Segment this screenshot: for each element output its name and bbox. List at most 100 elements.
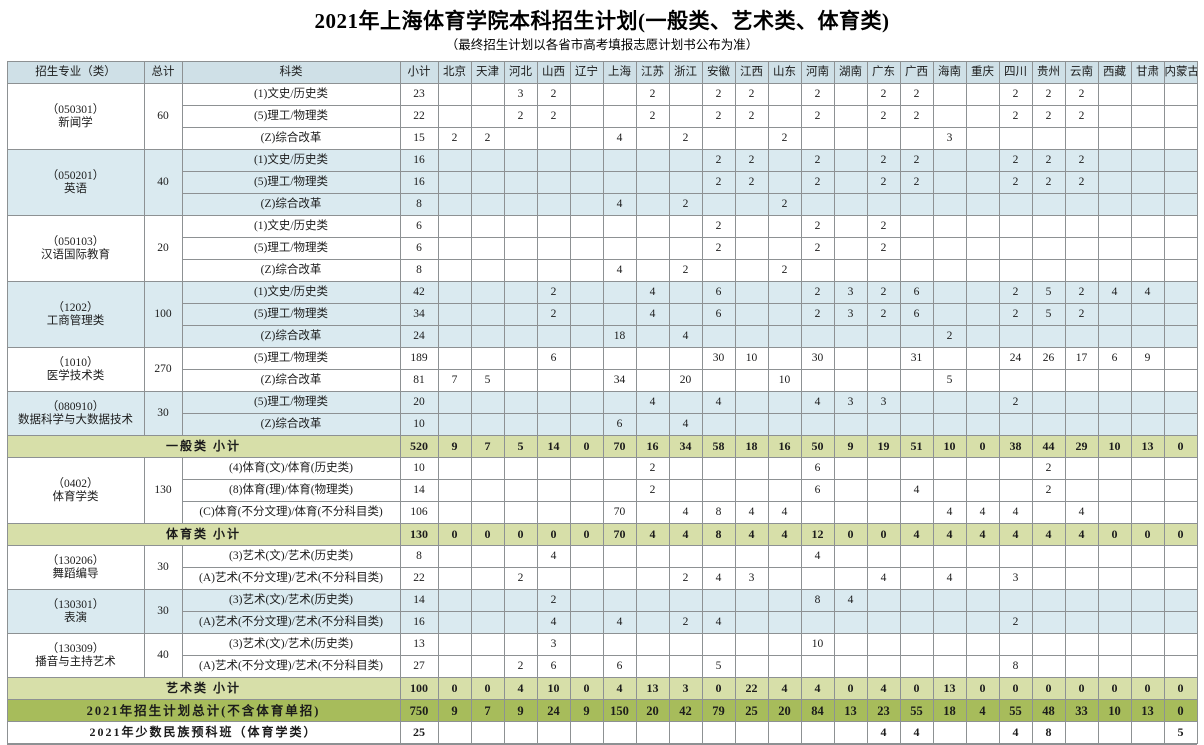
data-cell [965, 545, 1000, 569]
data-cell [503, 369, 538, 393]
data-cell: 2 [1031, 479, 1066, 503]
kelei-cell: (5)理工/物理类 [181, 171, 401, 195]
data-cell [1031, 413, 1066, 437]
data-cell [965, 127, 1000, 151]
data-cell [1163, 501, 1198, 525]
data-cell: 7 [437, 369, 472, 393]
data-cell: 2 [536, 105, 571, 129]
data-cell [1130, 303, 1165, 327]
data-cell [866, 545, 901, 569]
data-cell: 4 [866, 567, 901, 591]
table-row: (5)理工/物理类 16 2 2 2 2 2 2 2 2 [7, 171, 1198, 195]
table-row: (A)艺术(不分文理)/艺术(不分科目类) 27 2 6 6 5 8 [7, 655, 1198, 679]
data-cell [1064, 567, 1099, 591]
data-cell [899, 325, 934, 349]
data-cell [1097, 567, 1132, 591]
table-row: (Z)综合改革 10 6 4 [7, 413, 1198, 437]
data-cell [503, 127, 538, 151]
subtotal-cell: 10 [399, 413, 439, 437]
subtotal-cell: 106 [399, 501, 439, 525]
header-row: 招生专业（类） 总计 科类 小计 北京 天津 河北 山西 辽宁 上海 江苏 浙江 安徽 江西 山东河… [6, 61, 1198, 85]
data-cell: 6 [701, 281, 736, 305]
data-cell [998, 259, 1033, 283]
data-cell [1064, 721, 1099, 745]
data-cell: 5 [1031, 281, 1066, 305]
data-cell: 2 [1031, 171, 1066, 195]
table-row: (Z)综合改革 8 4 2 2 [7, 259, 1198, 283]
data-cell [965, 369, 1000, 393]
data-cell [437, 171, 472, 195]
data-cell [899, 655, 934, 679]
data-cell: 22 [734, 677, 769, 701]
table-row: （130309） 播音与主持艺术 40 (3)艺术(文)/艺术(历史类) 13 3 10 [6, 633, 1198, 679]
data-cell [1130, 193, 1165, 217]
data-cell [1130, 721, 1165, 745]
table-row: （1202） 工商管理类 100 (1)文史/历史类 42 2 4 6 2 3 2 6 2 5 2 4 4 [6, 281, 1198, 349]
data-cell: 6 [602, 655, 637, 679]
data-cell [437, 391, 472, 415]
header-province: 山西 [536, 61, 571, 85]
major-total: 40 [143, 633, 183, 679]
data-cell [503, 479, 538, 503]
data-cell [1031, 611, 1066, 635]
data-cell [635, 611, 670, 635]
data-cell [965, 105, 1000, 129]
data-cell [1130, 655, 1165, 679]
data-cell [536, 567, 571, 591]
data-cell [569, 347, 604, 371]
data-cell [866, 611, 901, 635]
data-cell [437, 325, 472, 349]
data-cell [932, 413, 967, 437]
kelei-cell: (5)理工/物理类 [181, 237, 401, 261]
data-cell: 2 [734, 83, 769, 107]
data-cell: 4 [635, 523, 670, 547]
data-cell [536, 215, 571, 239]
subtotal-cell: 8 [399, 545, 439, 569]
data-cell: 4 [1064, 523, 1099, 547]
data-cell [1064, 589, 1099, 613]
data-cell [932, 281, 967, 305]
data-cell: 4 [701, 391, 736, 415]
data-cell [635, 545, 670, 569]
data-cell: 79 [701, 699, 736, 723]
data-cell: 4 [932, 523, 967, 547]
data-cell: 2 [767, 127, 802, 151]
data-cell [965, 391, 1000, 415]
data-cell [833, 721, 868, 745]
header-province: 广西 [899, 61, 934, 85]
data-cell [1163, 545, 1198, 569]
kelei-cell: (5)理工/物理类 [181, 105, 401, 129]
data-cell: 2 [635, 105, 670, 129]
data-cell: 58 [701, 435, 736, 459]
data-cell [701, 721, 736, 745]
data-cell [965, 347, 1000, 371]
subtotal-cell: 189 [399, 347, 439, 371]
data-cell [1130, 457, 1165, 481]
data-cell [668, 545, 703, 569]
major-code: （130301） [46, 598, 105, 611]
data-cell [899, 545, 934, 569]
header-province: 广东 [866, 61, 901, 85]
data-cell: 0 [437, 677, 472, 701]
table-row: （050301） 新闻学 60 (1)文史/历史类 23 3 2 2 2 2 2 2 2 2 2 2 [6, 83, 1198, 151]
data-cell [668, 479, 703, 503]
data-cell [701, 633, 736, 657]
data-cell [668, 105, 703, 129]
data-cell: 20 [767, 699, 802, 723]
header-kelei: 科类 [181, 61, 401, 85]
subtotal-general-row: 一般类 小计 520 9 7 5 14 0 70 16 34 58 18 16 50 9 19 51 10 0 38 4… [6, 435, 1198, 459]
pre-class-row: 2021年少数民族预科班（体育学类） 25 4 4 4 8 5 [6, 721, 1198, 745]
data-cell [833, 567, 868, 591]
data-cell [437, 721, 472, 745]
data-cell [602, 545, 637, 569]
subtotal-cell: 81 [399, 369, 439, 393]
header-province: 西藏 [1097, 61, 1132, 85]
data-cell: 0 [965, 677, 1000, 701]
table-row: (A)艺术(不分文理)/艺术(不分科目类) 16 4 4 2 4 2 [7, 611, 1198, 635]
data-cell [470, 149, 505, 173]
data-cell: 3 [536, 633, 571, 657]
data-cell [635, 501, 670, 525]
data-cell: 13 [635, 677, 670, 701]
data-cell: 2 [932, 325, 967, 349]
data-cell: 0 [701, 677, 736, 701]
